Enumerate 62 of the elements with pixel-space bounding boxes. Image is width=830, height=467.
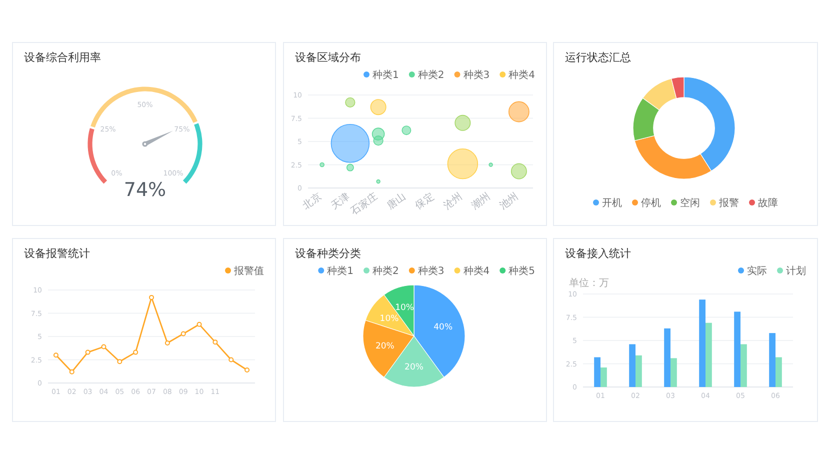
legend: 报警值 <box>225 266 264 277</box>
chart-title: 设备接入统计 <box>565 247 631 260</box>
legend-label: 开机 <box>602 197 622 209</box>
bar <box>740 344 747 387</box>
legend-label: 种类3 <box>463 69 490 81</box>
x-tick-label: 沧州 <box>441 190 464 212</box>
legend-label: 种类3 <box>418 265 444 277</box>
point <box>133 350 138 355</box>
data-label: 40% <box>434 322 453 333</box>
bar <box>629 344 636 387</box>
legend-label: 种类5 <box>508 265 535 277</box>
bar <box>699 300 706 387</box>
legend-label: 种类4 <box>508 69 535 81</box>
legend-label: 种类2 <box>372 265 399 277</box>
chart-title: 运行状态汇总 <box>565 51 631 64</box>
point <box>101 344 106 350</box>
point <box>196 322 202 327</box>
x-tick-label: 唐山 <box>384 190 408 212</box>
data-label: 20% <box>404 362 424 373</box>
legend-label: 种类1 <box>327 265 354 277</box>
chart-title: 设备区域分布 <box>295 51 361 64</box>
data-label: 10% <box>395 302 414 313</box>
point <box>164 340 170 346</box>
bar <box>594 357 600 387</box>
legend-label: 种类4 <box>463 265 490 277</box>
point <box>228 357 234 362</box>
text: 74% <box>124 179 166 201</box>
legend-label: 实际 <box>747 265 767 277</box>
point <box>212 340 218 345</box>
legend-label: 计划 <box>786 265 806 277</box>
chart-title: 设备综合利用率 <box>24 51 101 64</box>
data-label: 10% <box>380 314 399 324</box>
legend-label: 故障 <box>758 197 778 209</box>
point <box>180 331 186 336</box>
bar <box>706 322 712 387</box>
legend-label: 种类2 <box>418 69 444 81</box>
point <box>69 369 74 374</box>
point <box>149 294 154 300</box>
x-tick-label: 潮州 <box>469 190 493 212</box>
bar <box>734 312 740 387</box>
data-label: 20% <box>375 341 394 352</box>
bar <box>776 357 782 387</box>
chart-title: 设备报警统计 <box>24 247 90 260</box>
chart-title: 设备种类分类 <box>295 247 361 260</box>
bar <box>636 355 642 387</box>
legend-label: 种类1 <box>372 69 399 81</box>
legend-label: 空闲 <box>680 197 700 209</box>
bar <box>670 358 677 387</box>
x-tick-label: 保定 <box>413 190 436 212</box>
point <box>85 350 90 355</box>
legend-label: 停机 <box>641 197 661 209</box>
point <box>117 359 122 364</box>
x-tick-label: 池州 <box>497 190 521 212</box>
legend-label: 报警值 <box>233 265 264 277</box>
y-axis-title: 单位：万 <box>569 277 609 289</box>
bar <box>769 333 776 387</box>
bar <box>664 328 670 387</box>
x-tick-label: 北京 <box>300 190 324 212</box>
bar <box>600 367 607 387</box>
point <box>244 367 250 372</box>
point <box>53 352 58 358</box>
legend-label: 报警 <box>718 197 739 209</box>
